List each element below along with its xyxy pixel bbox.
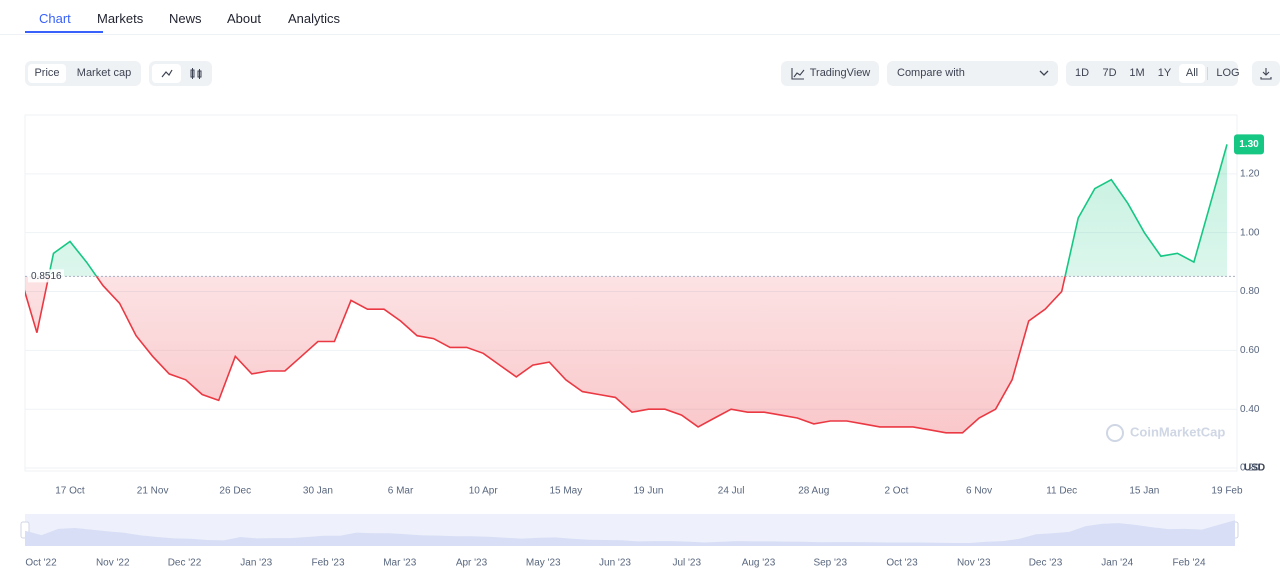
x-tick-label: 2 Oct (884, 486, 908, 497)
navigator-label: Jan '24 (1101, 558, 1133, 569)
navigator-label: Aug '23 (742, 558, 776, 569)
navigator-label: Feb '24 (1172, 558, 1205, 569)
x-tick-label: 28 Aug (798, 486, 829, 497)
current-price-tag (1234, 134, 1264, 155)
x-tick-label: 21 Nov (137, 486, 169, 497)
y-tick-label: 0.80 (1240, 286, 1260, 297)
range-button[interactable]: 1Y (1157, 67, 1172, 79)
tab-divider (0, 34, 1280, 35)
compare-label: Compare with (897, 67, 965, 79)
compare-dropdown[interactable]: Compare with (887, 61, 1058, 86)
y-tick-label: 0.40 (1240, 404, 1260, 415)
x-tick-label: 19 Feb (1211, 486, 1243, 497)
y-tick-label: 0.20 (1240, 463, 1260, 474)
navigator-label: May '23 (526, 558, 561, 569)
range-button[interactable]: 1D (1074, 67, 1090, 79)
navigator-label: Sep '23 (813, 558, 847, 569)
range-toggle: LOG 1D 7D 1M 1Y All (1066, 61, 1240, 86)
range-divider (1207, 67, 1208, 80)
line-icon (161, 69, 173, 78)
x-tick-label: 24 Jul (718, 486, 745, 497)
download-icon (1260, 68, 1272, 80)
navigator-label: Nov '22 (96, 558, 130, 569)
y-tick-label: 0.60 (1240, 345, 1260, 356)
navigator-label: Jul '23 (672, 558, 701, 569)
navigator-label: Apr '23 (456, 558, 488, 569)
candle-icon (190, 68, 202, 79)
range-button[interactable]: 7D (1102, 67, 1117, 79)
tab[interactable]: About (227, 11, 261, 26)
metric-toggle: Price Market cap (25, 61, 141, 86)
watermark-logo (1106, 424, 1124, 442)
navigator-label: Oct '23 (886, 558, 918, 569)
navigator-label: Nov '23 (957, 558, 991, 569)
x-tick-label: 30 Jan (303, 486, 333, 497)
navigator-label: Jun '23 (599, 558, 631, 569)
x-tick-label: 26 Dec (219, 486, 251, 497)
current-price-label: 1.30 (1239, 139, 1259, 150)
navigator-label: Dec '22 (168, 558, 202, 569)
tradingview-label: TradingView (809, 67, 871, 79)
x-tick-label: 6 Mar (388, 486, 414, 497)
candle-style-button[interactable] (182, 64, 211, 83)
log-button[interactable]: LOG (1216, 67, 1240, 79)
plot-area (25, 144, 1237, 434)
download-button[interactable] (1252, 61, 1280, 86)
tab[interactable]: News (169, 11, 202, 26)
y-tick-label: 1.20 (1240, 168, 1260, 179)
line-style-button[interactable] (152, 64, 181, 83)
baseline-label: 0.8516 (31, 271, 62, 282)
range-button[interactable]: All (1179, 64, 1205, 83)
unit-label: USD (1244, 463, 1265, 474)
chevron (1039, 70, 1049, 76)
tradingview-icon (791, 68, 805, 80)
x-tick-label: 6 Nov (966, 486, 992, 497)
tab[interactable]: Chart (39, 11, 71, 26)
tab[interactable]: Analytics (288, 11, 341, 26)
active-tab-underline (25, 31, 103, 33)
tab[interactable]: Markets (97, 11, 144, 26)
metric-button[interactable]: Price (28, 64, 66, 83)
tradingview-button[interactable]: TradingView (781, 61, 879, 86)
navigator-label: Oct '22 (25, 558, 57, 569)
watermark: CoinMarketCap (1130, 424, 1225, 439)
range-button[interactable]: 1M (1129, 67, 1145, 79)
area-down (25, 276, 1066, 433)
area-up (25, 144, 1227, 277)
x-tick-label: 10 Apr (469, 486, 499, 497)
navigator-label: Jan '23 (240, 558, 272, 569)
navigator-label: Mar '23 (383, 558, 416, 569)
x-tick-label: 19 Jun (633, 486, 663, 497)
metric-button[interactable]: Market cap (76, 67, 132, 79)
x-tick-label: 17 Oct (55, 486, 85, 497)
price-line-down (25, 276, 1066, 434)
navigator-label: Feb '23 (311, 558, 344, 569)
navigator-area (25, 520, 1235, 546)
x-tick-label: 11 Dec (1046, 486, 1077, 497)
baseline-label-bg (28, 269, 64, 283)
x-tick-label: 15 May (549, 486, 582, 497)
x-tick-label: 15 Jan (1129, 486, 1159, 497)
chart-style-toggle (149, 61, 212, 86)
navigator-label: Dec '23 (1029, 558, 1063, 569)
y-tick-label: 1.00 (1240, 227, 1260, 238)
